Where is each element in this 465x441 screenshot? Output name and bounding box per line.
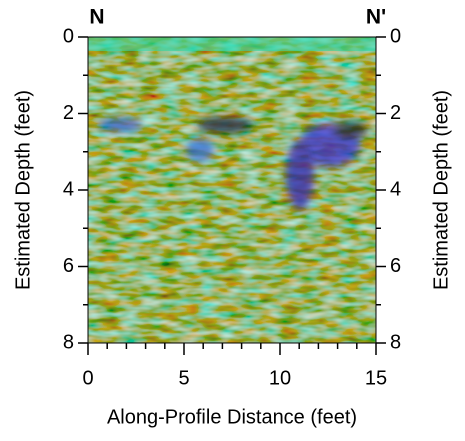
y-tick-label: 2	[63, 102, 74, 124]
profile-end-label: N'	[366, 6, 386, 29]
y2-tick-label: 4	[390, 178, 401, 200]
radargram-image	[88, 37, 376, 343]
profile-start-label: N	[89, 6, 104, 29]
y2-tick-label: 2	[390, 102, 401, 124]
y2-tick-label: 0	[390, 25, 401, 47]
y2-tick-label: 6	[390, 255, 401, 277]
y-tick-label: 0	[63, 25, 74, 47]
x-tick-label: 15	[365, 367, 387, 389]
y2-tick-label: 8	[390, 331, 401, 353]
x-tick-label: 10	[269, 367, 291, 389]
x-axis-title: Along-Profile Distance (feet)	[107, 406, 357, 428]
y-tick-label: 4	[63, 178, 74, 200]
x-tick-label: 5	[178, 367, 189, 389]
y2-axis-title: Estimated Depth (feet)	[430, 90, 452, 290]
y-axis-title: Estimated Depth (feet)	[12, 90, 34, 290]
x-tick-label: 0	[82, 367, 93, 389]
y-tick-label: 6	[63, 255, 74, 277]
y-tick-label: 8	[63, 331, 74, 353]
